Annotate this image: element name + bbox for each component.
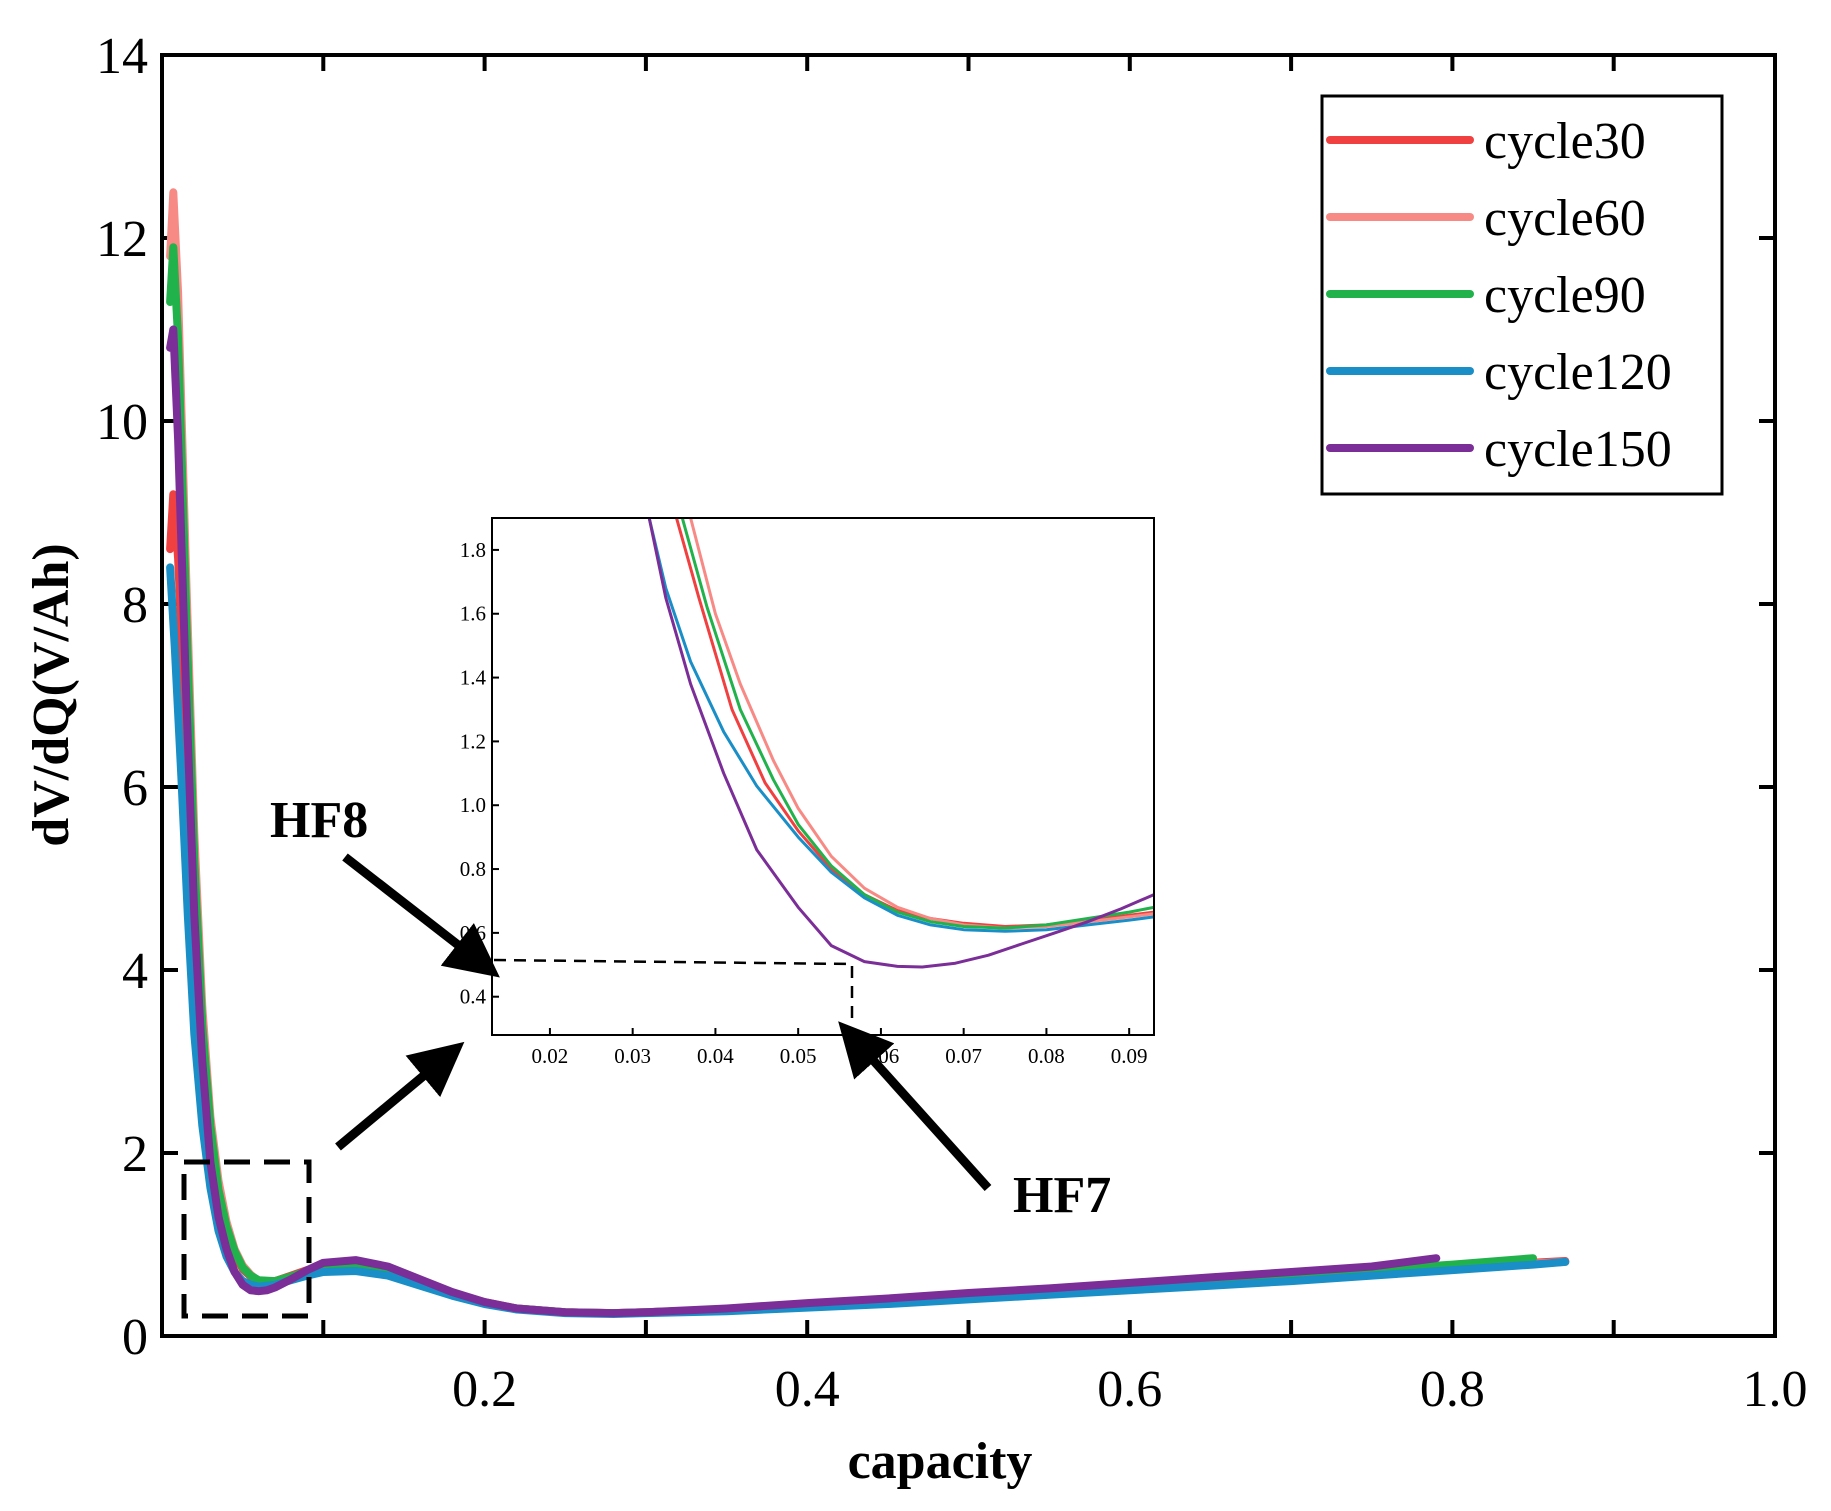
x-tick-label: 0.8: [1420, 1361, 1485, 1418]
legend-label-cycle120: cycle120: [1484, 344, 1672, 401]
x-tick-label: 0.2: [452, 1361, 517, 1418]
main-axis-ticks: 0 2 4 6 8 10 12 14 0.2 0.4 0.6 0.8 1.0: [96, 28, 1808, 1418]
inset-y-tick-label: 1.4: [460, 666, 487, 690]
legend-label-cycle150: cycle150: [1484, 421, 1672, 478]
hf7-arrow: [838, 1021, 992, 1192]
x-tick-label: 0.6: [1097, 1361, 1162, 1418]
inset-y-tick-label: 0.8: [460, 857, 486, 881]
y-tick-label: 0: [122, 1309, 148, 1366]
series-line-cycle150: [166, 325, 1441, 1318]
y-tick-label: 12: [96, 211, 148, 268]
hf7-annotation: HF7: [1013, 1167, 1111, 1224]
main-series-group: [166, 188, 1570, 1318]
inset-x-tick-label: 0.04: [697, 1044, 734, 1068]
inset-series-line-cycle60: [689, 518, 1154, 930]
inset-x-tick-label: 0.02: [532, 1044, 569, 1068]
hf8-arrow: [342, 853, 500, 978]
x-axis-label: capacity: [848, 1433, 1033, 1490]
y-tick-label: 14: [96, 28, 148, 85]
inset-x-tick-label: 0.08: [1028, 1044, 1065, 1068]
inset-y-tick-label: 0.6: [460, 921, 486, 945]
y-tick-label: 10: [96, 394, 148, 451]
legend-label-cycle30: cycle30: [1484, 113, 1646, 170]
y-tick-label: 6: [122, 760, 148, 817]
legend-label-cycle60: cycle60: [1484, 190, 1646, 247]
inset-x-tick-label: 0.05: [780, 1044, 817, 1068]
inset-y-tick-label: 1.6: [460, 602, 486, 626]
inset-plot-frame: [491, 517, 1155, 1036]
inset-x-tick-label: 0.03: [614, 1044, 651, 1068]
zoom-arrow: [335, 1041, 465, 1151]
inset-series-group: [647, 518, 1154, 969]
inset-y-tick-label: 0.4: [460, 985, 487, 1009]
inset-x-tick-label: 0.07: [945, 1044, 982, 1068]
y-tick-label: 2: [122, 1126, 148, 1183]
zoom-region-box: [181, 1159, 312, 1319]
inset-x-tick-label: 0.09: [1111, 1044, 1148, 1068]
inset-series-line-cycle150: [647, 518, 1154, 969]
y-axis-label: dV/dQ(V/Ah): [23, 543, 80, 846]
inset-background: [492, 518, 1154, 1035]
inset-axis-ticks: 0.4 0.6 0.8 1.0 1.2 1.4 1.6 1.8 0.02 0.03 0.04 0.05…: [460, 538, 1148, 1068]
hf8-annotation: HF8: [270, 792, 368, 849]
inset-y-tick-label: 1.8: [460, 538, 486, 562]
y-tick-label: 8: [122, 577, 148, 634]
legend-label-cycle90: cycle90: [1484, 267, 1646, 324]
y-tick-label: 4: [122, 943, 148, 1000]
inset-y-tick-label: 1.0: [460, 793, 486, 817]
inset-series-line-cycle90: [680, 518, 1154, 930]
legend: cycle30 cycle60 cycle90 cycle120 cycle150: [1326, 113, 1672, 478]
inset-y-tick-label: 1.2: [460, 729, 486, 753]
x-tick-label: 1.0: [1743, 1361, 1808, 1418]
x-tick-label: 0.4: [775, 1361, 840, 1418]
